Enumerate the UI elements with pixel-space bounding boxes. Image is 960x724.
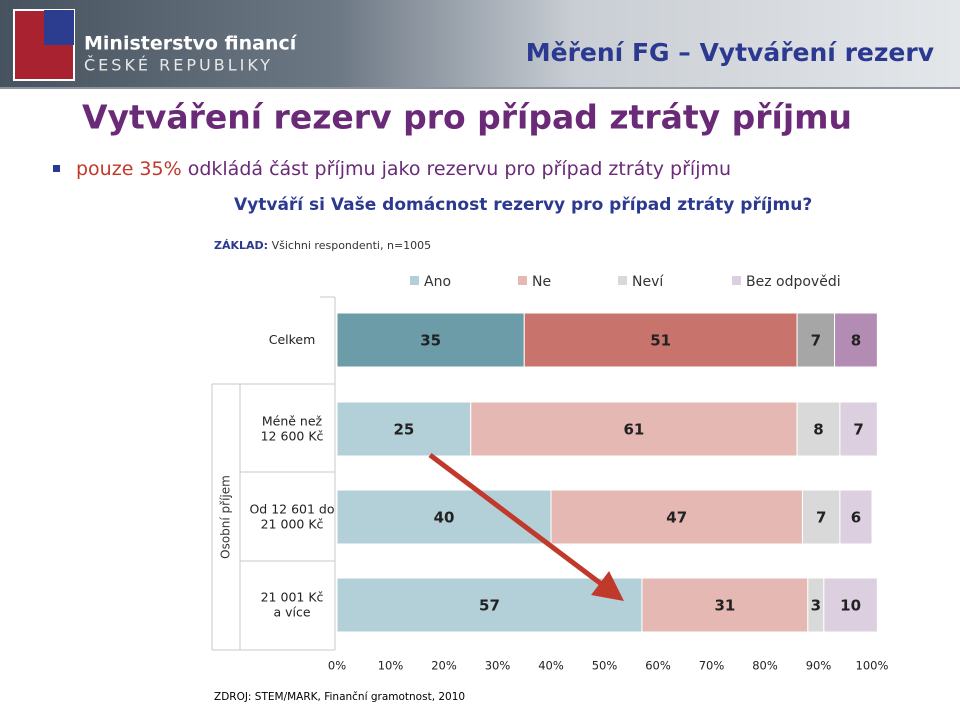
bullet-highlight: pouze 35% [76,158,182,180]
header-bg [0,0,960,88]
legend-swatch [732,276,741,285]
section-title: Měření FG – Vytváření rezerv [526,38,934,67]
category-label: Celkem [269,332,316,347]
base-label: ZÁKLAD: [214,239,268,252]
value-label: 3 [811,597,821,615]
x-tick-label: 50% [592,659,618,673]
x-tick-label: 0% [328,659,346,673]
source: ZDROJ: STEM/MARK, Finanční gramotnost, 2… [214,691,465,703]
category-label: Od 12 601 do 21 000 Kč [249,501,334,531]
legend-swatch [410,276,419,285]
slide-title: Vytváření rezerv pro případ ztráty příjm… [82,98,852,137]
value-label: 7 [816,509,826,527]
value-label: 57 [479,597,500,615]
value-label: 6 [851,509,861,527]
x-tick-label: 80% [752,659,778,673]
bar-segment [839,489,873,545]
arrow [428,453,624,602]
value-label: 35 [420,332,441,350]
value-label: 25 [393,421,414,439]
legend-label: Ano [424,274,451,290]
bullet: pouze 35% odkládá část příjmu jako rezer… [76,158,731,180]
logo-line1: Ministerstvo financí [84,33,298,55]
value-label: 10 [840,597,861,615]
bar-segment [336,312,525,368]
x-tick-label: 40% [538,659,564,673]
value-label: 31 [714,597,735,615]
value-label: 7 [811,332,821,350]
legend-label: Ne [532,274,551,290]
x-tick-label: 20% [431,659,457,673]
legend-label: Bez odpovědi [746,274,841,290]
bar-segment [834,312,878,368]
legend-swatch [618,276,627,285]
value-label: 51 [650,332,671,350]
bar-segment [839,401,878,457]
legend-swatch [518,276,527,285]
chart-title: Vytváří si Vaše domácnost rezervy pro př… [234,195,812,215]
x-tick-label: 60% [645,659,671,673]
value-label: 8 [851,332,861,350]
legend-label: Neví [632,274,664,290]
y-group-label: Osobní příjem [219,475,233,559]
base-text: Všichni respondenti, n=1005 [272,239,432,252]
base: ZÁKLAD: Všichni respondenti, n=1005 [214,239,431,252]
bar-segment [796,312,836,368]
value-label: 7 [853,421,863,439]
logo-line2: ČESKÉ REPUBLIKY [84,56,273,75]
value-label: 47 [666,509,687,527]
bar-segment [470,401,798,457]
value-label: 40 [434,509,455,527]
bullet-marker [53,165,60,172]
bar-segment [523,312,798,368]
value-label: 61 [623,421,644,439]
category-label: Méně než 12 600 Kč [261,413,324,443]
x-tick-label: 90% [806,659,832,673]
bar-segment [550,489,803,545]
x-tick-label: 100% [856,659,889,673]
bullet-text: odkládá část příjmu jako rezervu pro pří… [188,158,731,180]
x-tick-label: 10% [378,659,404,673]
x-tick-label: 70% [699,659,725,673]
bar-segment [823,577,878,633]
x-tick-label: 30% [485,659,511,673]
value-label: 8 [813,421,823,439]
category-label: 21 001 Kč a více [261,589,324,619]
logo-emblem-part [44,10,74,45]
bar-segment [336,401,472,457]
bar-segment [641,577,809,633]
